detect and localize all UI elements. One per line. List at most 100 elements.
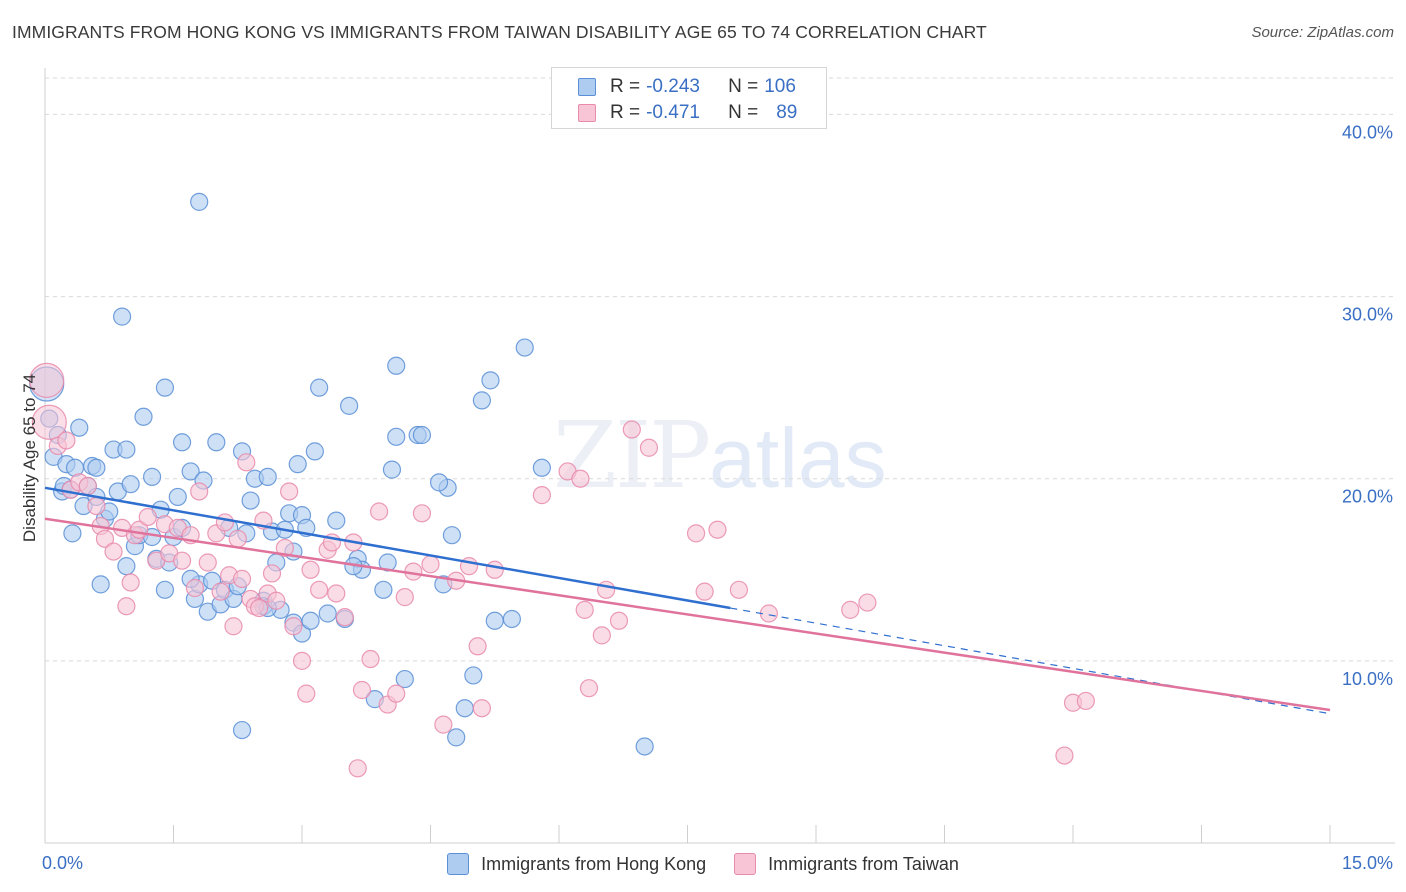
hong-kong-point	[301, 611, 320, 630]
taiwan-point	[190, 482, 209, 501]
taiwan-point	[387, 684, 406, 703]
hong-kong-point	[112, 307, 132, 326]
hong-kong-point	[442, 526, 462, 545]
taiwan-point	[29, 362, 65, 398]
hong-kong-point	[258, 467, 277, 486]
taiwan-point	[485, 560, 504, 579]
hong-kong-point	[340, 396, 359, 415]
hong-kong-point	[455, 699, 474, 718]
legend-label-hong-kong: Immigrants from Hong Kong	[481, 853, 707, 874]
hong-kong-point	[447, 728, 466, 747]
hong-kong-point	[485, 611, 504, 630]
hong-kong-point	[134, 407, 153, 426]
taiwan-point	[472, 699, 491, 718]
taiwan-trend-line	[44, 517, 1331, 712]
hong-kong-point	[142, 467, 162, 486]
n-label: N =	[728, 102, 759, 123]
hong-kong-point	[117, 440, 136, 459]
hong-kong-point	[87, 458, 106, 477]
taiwan-point	[412, 504, 432, 523]
stats-legend-row-taiwan: R = -0.471 N = 89	[578, 100, 797, 126]
taiwan-point	[297, 684, 316, 703]
x-tick-label: 0.0%	[42, 853, 83, 873]
hong-kong-point	[155, 378, 175, 397]
taiwan-point	[198, 553, 217, 572]
source-credit: Source: ZipAtlas.com	[1251, 24, 1394, 41]
legend-label-taiwan: Immigrants from Taiwan	[768, 853, 959, 874]
hong-kong-point	[387, 356, 406, 375]
hong-kong-point	[70, 418, 89, 437]
taiwan-point	[78, 476, 97, 496]
taiwan-point	[138, 507, 157, 527]
hong-kong-point	[374, 580, 393, 599]
taiwan-point	[310, 580, 329, 599]
hong-kong-point	[412, 425, 432, 445]
hong-kong-point	[515, 338, 534, 357]
legend-swatch-hong-kong	[578, 78, 596, 96]
taiwan-point	[185, 578, 205, 598]
taiwan-point	[639, 438, 659, 457]
taiwan-point	[172, 551, 192, 570]
taiwan-point	[622, 420, 641, 439]
taiwan-point	[228, 529, 247, 548]
chart-title: IMMIGRANTS FROM HONG KONG VS IMMIGRANTS …	[12, 22, 987, 42]
series-legend: Immigrants from Hong Kong Immigrants fro…	[0, 851, 1406, 877]
taiwan-point	[575, 600, 594, 619]
hong-kong-point	[232, 720, 252, 740]
taiwan-point	[121, 573, 140, 592]
n-label: N =	[728, 76, 759, 97]
taiwan-point	[361, 649, 380, 669]
legend-swatch-taiwan	[578, 104, 596, 122]
r-label: R =	[610, 76, 641, 97]
taiwan-point	[579, 679, 599, 698]
taiwan-point	[232, 569, 252, 588]
taiwan-point	[609, 611, 629, 630]
legend-item-hong-kong: Immigrants from Hong Kong	[447, 853, 706, 875]
taiwan-point	[468, 637, 487, 656]
hong-kong-point	[305, 442, 324, 461]
taiwan-point	[352, 680, 372, 700]
taiwan-point	[57, 431, 76, 450]
taiwan-point	[1055, 746, 1074, 765]
taiwan-point	[841, 600, 860, 619]
hong-kong-point	[190, 192, 209, 211]
hong-kong-point	[429, 473, 449, 492]
r-value: -0.471	[646, 102, 700, 123]
y-tick-label: 30.0%	[1342, 305, 1393, 325]
n-value: 89	[776, 102, 798, 123]
taiwan-point	[262, 564, 282, 583]
hong-kong-point	[472, 391, 491, 410]
taiwan-point	[275, 538, 294, 558]
y-tick-label: 10.0%	[1342, 669, 1393, 689]
r-label: R =	[610, 102, 641, 123]
hong-kong-point	[121, 475, 140, 494]
taiwan-point	[1076, 691, 1095, 711]
taiwan-point	[211, 582, 230, 601]
hong-kong-point	[172, 433, 192, 452]
taiwan-point	[327, 584, 346, 603]
y-tick-label: 40.0%	[1342, 122, 1393, 142]
taiwan-point	[335, 608, 354, 627]
hong-kong-point	[168, 487, 187, 507]
taiwan-point	[532, 486, 551, 505]
taiwan-point	[95, 529, 115, 548]
taiwan-point	[284, 617, 303, 636]
hong-kong-point	[532, 458, 551, 477]
legend-swatch-hong-kong	[447, 853, 470, 875]
taiwan-point	[280, 482, 299, 501]
taiwan-point	[104, 542, 123, 561]
hong-kong-point	[91, 575, 110, 594]
taiwan-point	[301, 560, 320, 579]
hong-kong-point	[63, 524, 82, 543]
stats-legend: R = -0.243 N = 106 R = -0.471 N = 89	[551, 67, 827, 129]
legend-item-taiwan: Immigrants from Taiwan	[734, 853, 959, 875]
stats-legend-row-hong-kong: R = -0.243 N = 106	[578, 74, 796, 100]
taiwan-point	[87, 496, 106, 516]
hong-kong-point	[207, 433, 226, 452]
taiwan-point	[237, 453, 256, 472]
y-tick-label: 20.0%	[1342, 487, 1393, 507]
hong-kong-point	[502, 609, 521, 629]
taiwan-point	[250, 598, 269, 618]
hong-kong-trend-line	[44, 486, 731, 610]
taiwan-point	[224, 617, 243, 636]
